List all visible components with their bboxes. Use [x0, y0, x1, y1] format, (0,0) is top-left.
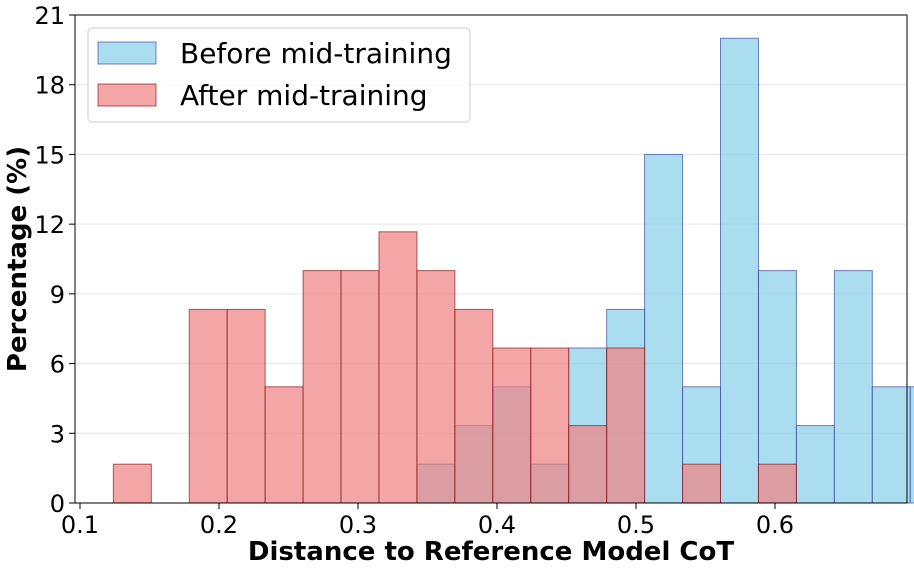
bar-after	[302, 270, 342, 504]
bar-after	[340, 270, 380, 504]
y-tick-label: 0	[50, 490, 65, 518]
bar-after	[264, 386, 304, 504]
bar-after	[606, 347, 646, 504]
y-tick-label: 15	[34, 141, 65, 169]
bar-before	[644, 153, 684, 504]
y-tick-label: 12	[34, 211, 65, 239]
bar-after	[454, 308, 494, 504]
legend: Before mid-training After mid-training	[87, 27, 471, 123]
bar-after	[112, 463, 152, 504]
legend-label-after: After mid-training	[180, 79, 428, 112]
x-tick-label: 0.5	[617, 511, 655, 539]
bar-before	[833, 270, 873, 504]
bar-after	[682, 463, 722, 504]
y-axis-ticks: 0 3 6 9 12 15 18 21	[34, 2, 75, 518]
legend-label-before: Before mid-training	[180, 37, 452, 70]
y-tick-label: 21	[34, 2, 65, 30]
x-tick-label: 0.2	[200, 511, 238, 539]
bar-before	[720, 37, 759, 504]
x-tick-label: 0.1	[61, 511, 99, 539]
bar-before	[909, 386, 914, 504]
bar-after	[530, 347, 570, 504]
bar-after	[492, 347, 532, 504]
bar-after	[568, 425, 608, 504]
bar-after	[226, 308, 266, 504]
x-tick-label: 0.6	[756, 511, 794, 539]
y-tick-label: 3	[50, 420, 65, 448]
legend-box	[87, 27, 471, 123]
legend-swatch-before	[97, 41, 157, 65]
y-axis-title: Percentage (%)	[3, 146, 33, 372]
x-axis-title: Distance to Reference Model CoT	[248, 537, 734, 567]
bar-after	[416, 270, 456, 504]
y-tick-label: 18	[34, 72, 65, 100]
bar-after	[757, 463, 797, 504]
y-tick-label: 6	[50, 351, 65, 379]
bar-before	[871, 386, 911, 504]
legend-swatch-after	[97, 83, 157, 107]
x-tick-label: 0.4	[478, 511, 516, 539]
bar-after	[188, 308, 228, 504]
bar-after	[378, 231, 418, 504]
bar-before	[795, 425, 835, 504]
x-axis-ticks: 0.1 0.2 0.3 0.4 0.5 0.6	[61, 503, 794, 539]
y-tick-label: 9	[50, 281, 65, 309]
x-tick-label: 0.3	[339, 511, 377, 539]
plot-frame	[74, 14, 908, 504]
